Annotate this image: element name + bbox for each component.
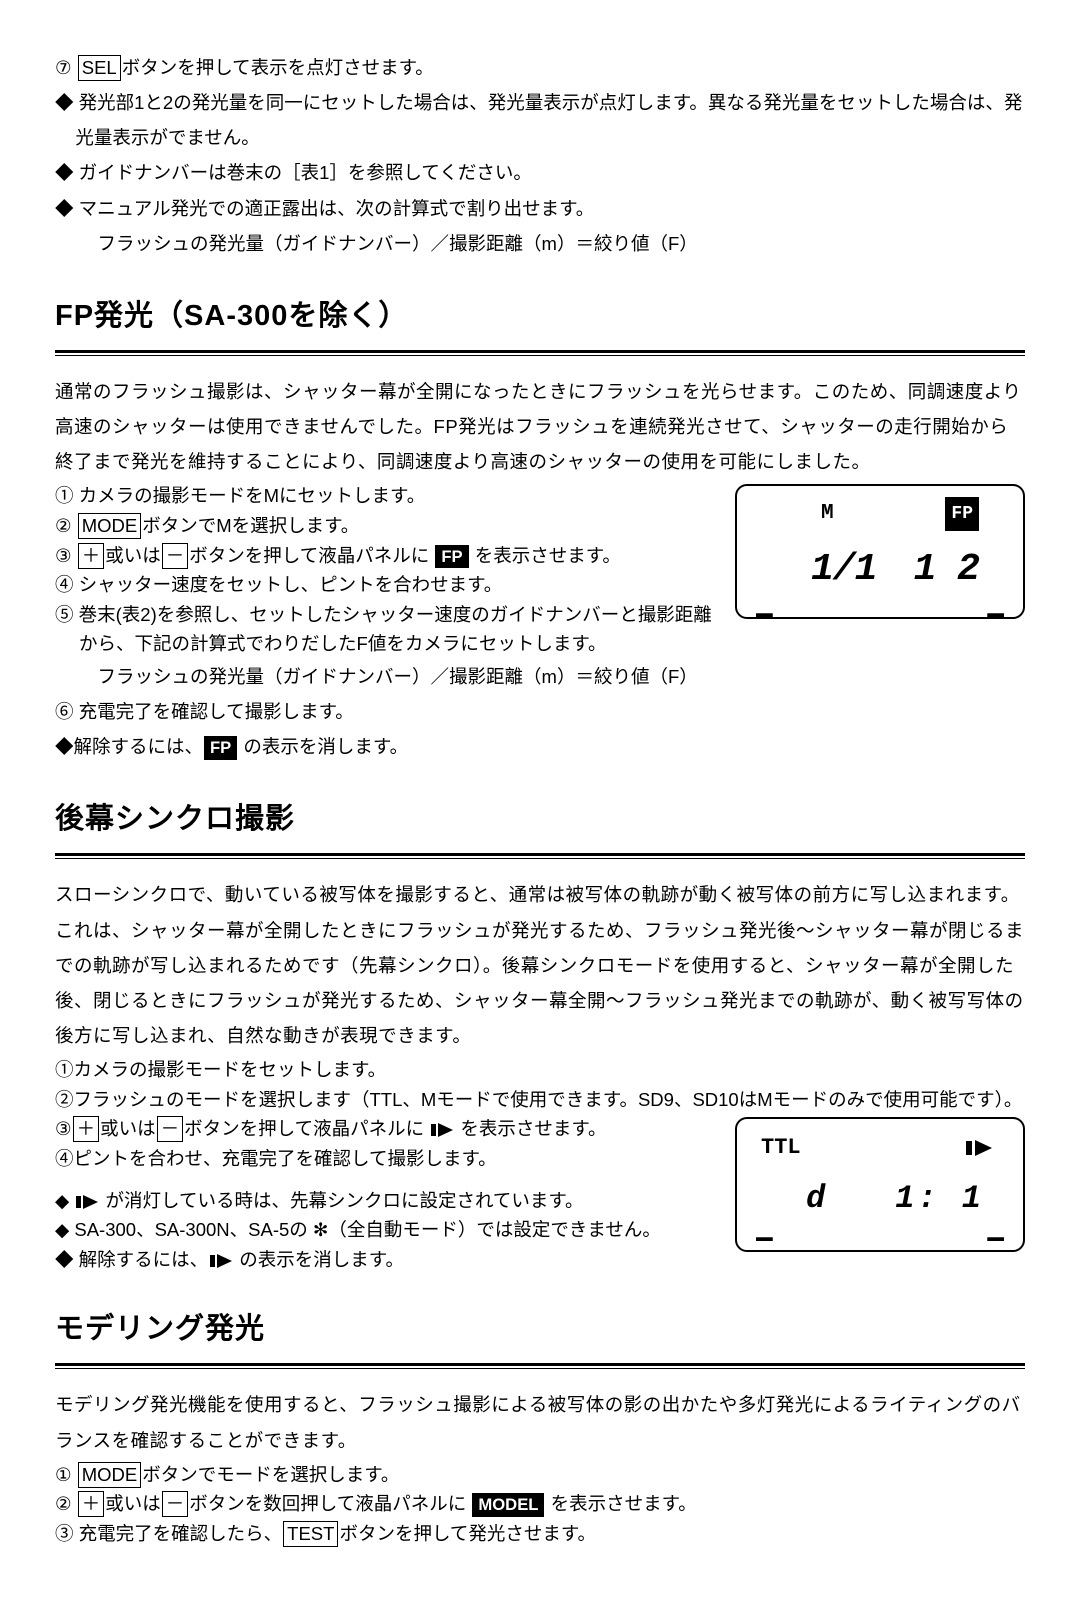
lcd-fp-indicator: FP <box>945 497 979 531</box>
rear-curtain-icon <box>210 1254 232 1268</box>
lcd-dash-left: – <box>753 1230 776 1249</box>
model-step-1: ① MODEボタンでモードを選択します。 <box>55 1460 1025 1490</box>
plus-button-label: ＋ <box>73 1116 100 1142</box>
model-step-3: ③ 充電完了を確認したら、TESTボタンを押して発光させます。 <box>55 1519 1025 1549</box>
lcd-top-row: M FP <box>751 494 1009 534</box>
fp-step-6: ⑥ 充電完了を確認して撮影します。 <box>55 694 1025 729</box>
formula-text: フラッシュの発光量（ガイドナンバー）／撮影距離（m）＝絞り値（F） <box>98 226 1025 261</box>
sel-button-label: SEL <box>78 55 121 81</box>
lcd-top-row: TTL <box>751 1127 1009 1169</box>
bullet-item: 解除するには、 の表示を消します。 <box>55 1245 720 1275</box>
bullet-item: が消灯している時は、先幕シンクロに設定されています。 <box>55 1186 720 1216</box>
fp-indicator: FP <box>435 545 468 568</box>
bullet-item: 発光部1と2の発光量を同一にセットした場合は、発光量表示が点灯します。異なる発光… <box>55 85 1025 155</box>
lcd-bottom-row: – – <box>751 606 1009 625</box>
lcd-mode: M <box>821 494 834 534</box>
section-rule <box>55 1363 1025 1369</box>
mode-button-label: MODE <box>78 1462 142 1488</box>
plus-button-label: ＋ <box>78 543 105 569</box>
fp-paragraph: 通常のフラッシュ撮影は、シャッター幕が全開になったときにフラッシュを光らせます。… <box>55 374 1025 479</box>
section-rule <box>55 853 1025 859</box>
rear-bullets: が消灯している時は、先幕シンクロに設定されています。 SA-300、SA-300… <box>55 1186 720 1275</box>
lcd-power: 1/1 <box>811 534 876 606</box>
fp-cancel: ◆解除するには、FP の表示を消します。 <box>55 729 1025 764</box>
lcd-mode: TTL <box>751 1127 801 1169</box>
model-step-2: ② ＋或いは－ボタンを数回押して液晶パネルに MODEL を表示させます。 <box>55 1489 1025 1519</box>
minus-button-label: － <box>157 1116 184 1142</box>
model-section-title: モデリング発光 <box>55 1302 1025 1357</box>
model-paragraph: モデリング発光機能を使用すると、フラッシュ撮影による被写体の影の出かたや多灯発光… <box>55 1387 1025 1457</box>
rear-step-3: ③＋或いは－ボタンを押して液晶パネルに を表示させます。 <box>55 1114 720 1144</box>
fp-step-2: ② MODEボタンでMを選択します。 <box>55 511 720 541</box>
section-rule <box>55 350 1025 356</box>
bullet-item: マニュアル発光での適正露出は、次の計算式で割り出せます。 <box>55 191 1025 226</box>
lcd-dash-right: – <box>984 606 1007 625</box>
rear-step-4: ④ピントを合わせ、充電完了を確認して撮影します。 <box>55 1144 720 1174</box>
rear-curtain-icon <box>966 1140 1007 1156</box>
rear-steps-cont: ③＋或いは－ボタンを押して液晶パネルに を表示させます。 ④ピントを合わせ、充電… <box>55 1114 720 1274</box>
fp-indicator: FP <box>204 736 237 759</box>
model-indicator: MODEL <box>472 1493 544 1516</box>
fp-formula: フラッシュの発光量（ガイドナンバー）／撮影距離（m）＝絞り値（F） <box>98 659 1025 694</box>
fp-section-title: FP発光（SA-300を除く） <box>55 289 1025 344</box>
intro-section: ⑦ SELボタンを押して表示を点灯させます。 発光部1と2の発光量を同一にセット… <box>55 50 1025 261</box>
fp-step-1: ① カメラの撮影モードをMにセットします。 <box>55 481 720 511</box>
bullet-item: SA-300、SA-300N、SA-5の ✻（全自動モード）では設定できません。 <box>55 1215 720 1245</box>
rear-content-row: ③＋或いは－ボタンを押して液晶パネルに を表示させます。 ④ピントを合わせ、充電… <box>55 1114 1025 1274</box>
rear-section-title: 後幕シンクロ撮影 <box>55 792 1025 847</box>
minus-button-label: － <box>162 1491 189 1517</box>
rear-step-1: ①カメラの撮影モードをセットします。 <box>55 1055 1025 1085</box>
bullet-item: ガイドナンバーは巻末の［表1］を参照してください。 <box>55 155 1025 190</box>
fp-step-3: ③ ＋或いは－ボタンを押して液晶パネルに FP を表示させます。 <box>55 541 720 571</box>
model-steps: ① MODEボタンでモードを選択します。 ② ＋或いは－ボタンを数回押して液晶パ… <box>55 1460 1025 1549</box>
fp-content-row: ① カメラの撮影モードをMにセットします。 ② MODEボタンでMを選択します。… <box>55 481 1025 659</box>
lcd-mid-row: 1/1 1 2 <box>751 534 1009 606</box>
fp-step-4: ④ シャッター速度をセットし、ピントを合わせます。 <box>55 570 720 600</box>
test-button-label: TEST <box>283 1521 338 1547</box>
lcd-mid-row: d 1: 1 <box>751 1169 1009 1230</box>
rear-step-2: ②フラッシュのモードを選択します（TTL、Mモードで使用できます。SD9、SD1… <box>55 1085 1025 1115</box>
lcd-dash-left: – <box>753 606 776 625</box>
rear-lcd-panel: TTL d 1: 1 – – <box>735 1117 1025 1252</box>
plus-button-label: ＋ <box>78 1491 105 1517</box>
rear-curtain-icon <box>76 1195 98 1209</box>
fp-steps: ① カメラの撮影モードをMにセットします。 ② MODEボタンでMを選択します。… <box>55 481 720 659</box>
rear-curtain-icon <box>431 1123 453 1137</box>
lcd-focal: 1 2 <box>914 534 979 606</box>
rear-steps-block: ①カメラの撮影モードをセットします。 ②フラッシュのモードを選択します（TTL、… <box>55 1055 1025 1114</box>
step-7: ⑦ SELボタンを押して表示を点灯させます。 <box>55 50 1025 85</box>
lcd-dash-right: – <box>984 1230 1007 1249</box>
intro-bullets: 発光部1と2の発光量を同一にセットした場合は、発光量表示が点灯します。異なる発光… <box>55 85 1025 226</box>
mode-button-label: MODE <box>78 513 142 539</box>
lcd-bottom-row: – – <box>751 1230 1009 1249</box>
minus-button-label: － <box>162 543 189 569</box>
fp-step-5: ⑤ 巻末(表2)を参照し、セットしたシャッター速度のガイドナンバーと撮影距離から… <box>55 600 720 659</box>
fp-lcd-panel: M FP 1/1 1 2 – – <box>735 484 1025 619</box>
rear-paragraph: スローシンクロで、動いている被写体を撮影すると、通常は被写体の軌跡が動く被写体の… <box>55 877 1025 1053</box>
